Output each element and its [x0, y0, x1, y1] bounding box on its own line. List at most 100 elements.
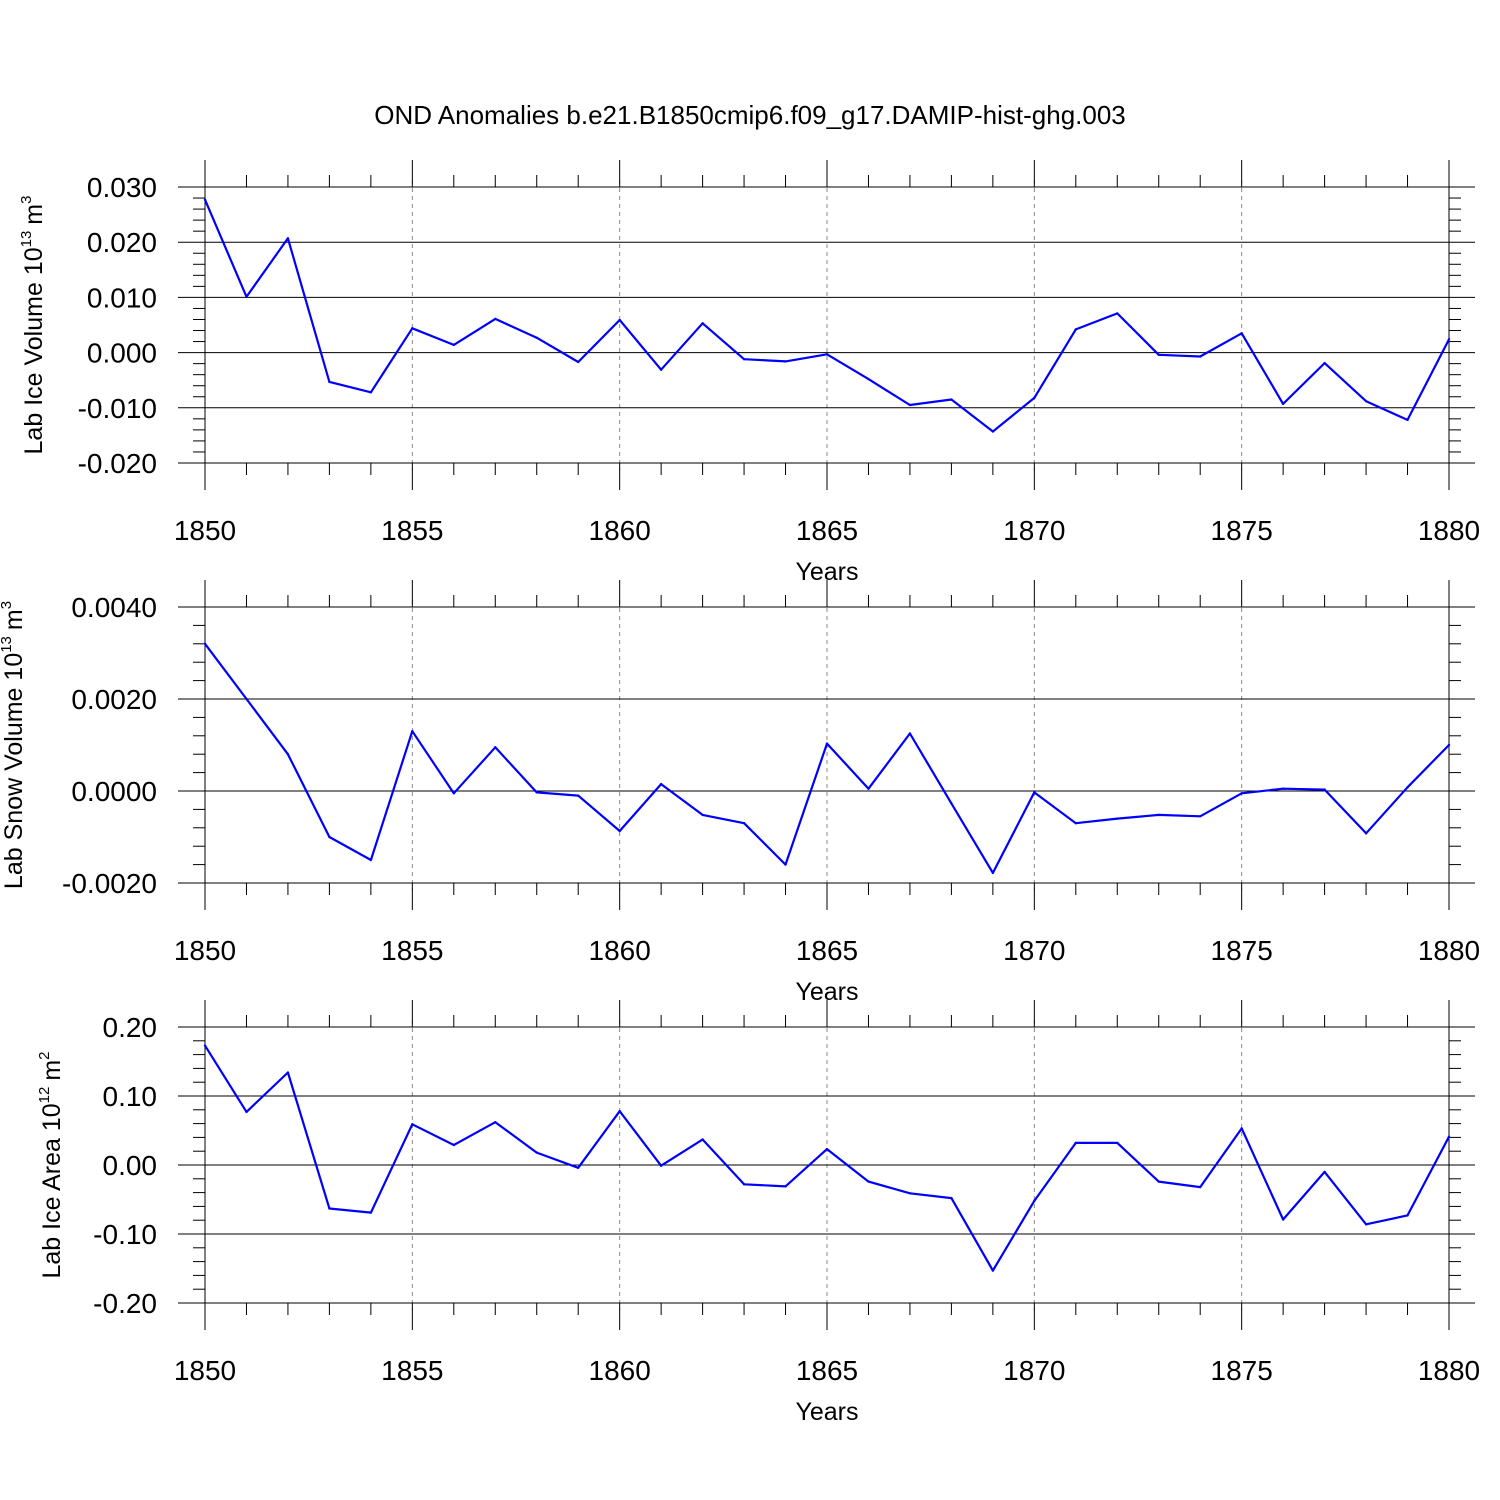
y-tick-label: 0.20 — [103, 1012, 158, 1043]
x-tick-label: 1850 — [174, 1355, 236, 1386]
y-axis-title-text: Lab Ice Area 10 — [38, 1103, 66, 1278]
data-point — [1116, 1141, 1119, 1145]
data-point — [369, 858, 373, 862]
data-point — [577, 360, 580, 364]
chart-title: OND Anomalies b.e21.B1850cmip6.f09_g17.D… — [374, 100, 1126, 130]
data-point — [950, 398, 953, 401]
data-point — [1157, 1180, 1160, 1183]
data-point — [659, 1164, 663, 1167]
x-tick-label: 1870 — [1003, 515, 1065, 546]
data-point — [784, 863, 787, 866]
data-point — [784, 1185, 787, 1188]
data-point — [1447, 338, 1451, 341]
data-point — [535, 1151, 538, 1154]
data-point — [701, 322, 704, 325]
data-point — [411, 730, 414, 733]
data-point — [577, 794, 580, 797]
data-point — [991, 1269, 995, 1272]
y-tick-label: -0.020 — [78, 448, 157, 479]
data-point — [494, 746, 497, 749]
y-axis-title-text: Lab Snow Volume 10 — [0, 653, 28, 889]
x-tick-label: 1880 — [1418, 935, 1480, 966]
y-axis-title-exp: 12 — [36, 1087, 53, 1104]
data-point — [867, 787, 870, 790]
data-point — [618, 1109, 621, 1113]
data-point — [908, 403, 912, 407]
data-point — [1323, 1170, 1326, 1174]
data-point — [867, 1180, 870, 1183]
data-point — [825, 1147, 829, 1151]
x-tick-label: 1870 — [1003, 1355, 1065, 1386]
data-point — [908, 732, 912, 735]
data-point — [203, 198, 207, 201]
data-point — [1116, 312, 1119, 315]
data-point — [328, 380, 331, 384]
data-point — [203, 1044, 207, 1047]
y-axis-title-unit-exp: 3 — [0, 601, 15, 609]
y-tick-label: 0.010 — [87, 282, 157, 313]
data-point — [618, 318, 621, 322]
data-point — [1240, 332, 1243, 335]
y-axis-title-unit-exp: 3 — [18, 196, 35, 204]
data-point — [245, 295, 248, 299]
x-tick-label: 1865 — [796, 935, 858, 966]
x-tick-label: 1880 — [1418, 1355, 1480, 1386]
y-axis-title-text: Lab Ice Volume 10 — [20, 247, 48, 454]
x-tick-label: 1850 — [174, 515, 236, 546]
data-point — [452, 1143, 455, 1147]
panel-2: -0.0020 0.0000 0.0020 0.0040 1850 1855 1860 186… — [0, 580, 1480, 1006]
data-point — [701, 1138, 704, 1141]
data-point — [1074, 328, 1078, 331]
data-point — [535, 791, 538, 794]
y-tick-label: 0.000 — [87, 338, 157, 369]
data-point — [742, 822, 746, 825]
x-tick-label: 1865 — [796, 1355, 858, 1386]
data-point — [1157, 813, 1160, 817]
data-point — [452, 792, 455, 795]
data-point — [701, 813, 704, 817]
y-tick-label: -0.010 — [78, 393, 157, 424]
data-point — [286, 753, 290, 756]
data-point — [1406, 418, 1409, 422]
series-line — [204, 643, 1450, 875]
data-point — [1033, 396, 1036, 400]
data-point — [659, 782, 663, 786]
chart-panels: -0.020 -0.010 0.000 0.010 0.020 0.030 1850 1855… — [0, 160, 1480, 1426]
x-axis-title: Years — [795, 1398, 858, 1426]
data-point — [1033, 1199, 1036, 1203]
data-point — [991, 430, 995, 433]
panel-3: -0.20 -0.10 0.00 0.10 0.20 1850 1855 1860 1865 18… — [36, 1000, 1480, 1426]
data-point — [328, 835, 331, 839]
data-point — [659, 368, 663, 371]
x-tick-label: 1855 — [381, 1355, 443, 1386]
x-tick-label: 1870 — [1003, 935, 1065, 966]
y-axis-title-unit: m — [38, 1060, 66, 1081]
data-point — [535, 336, 538, 339]
data-point — [286, 237, 290, 240]
data-point — [328, 1207, 331, 1210]
x-tick-label: 1850 — [174, 935, 236, 966]
x-tick-label: 1875 — [1211, 1355, 1273, 1386]
data-point — [1364, 832, 1368, 835]
x-tick-label: 1875 — [1211, 935, 1273, 966]
x-tick-label: 1875 — [1211, 515, 1273, 546]
data-point — [950, 802, 953, 805]
data-point — [742, 358, 746, 361]
y-axis-title-unit: m — [0, 609, 28, 630]
data-point — [1364, 399, 1368, 403]
y-tick-label: 0.0000 — [71, 776, 157, 807]
data-point — [825, 742, 829, 745]
data-point — [950, 1196, 953, 1200]
data-point — [908, 1192, 912, 1195]
y-axis-title: Lab Ice Area 1012 m2 — [36, 1052, 66, 1279]
y-tick-label: 0.030 — [87, 172, 157, 203]
data-point — [1281, 402, 1285, 406]
data-point — [411, 327, 414, 330]
data-point — [1447, 1135, 1451, 1138]
data-point — [825, 353, 829, 356]
y-tick-label: 0.10 — [103, 1081, 158, 1112]
x-tick-label: 1860 — [589, 935, 651, 966]
data-point — [411, 1123, 414, 1126]
y-tick-label: -0.0020 — [62, 868, 157, 899]
y-axis-title: Lab Snow Volume 1013 m3 — [0, 601, 28, 889]
